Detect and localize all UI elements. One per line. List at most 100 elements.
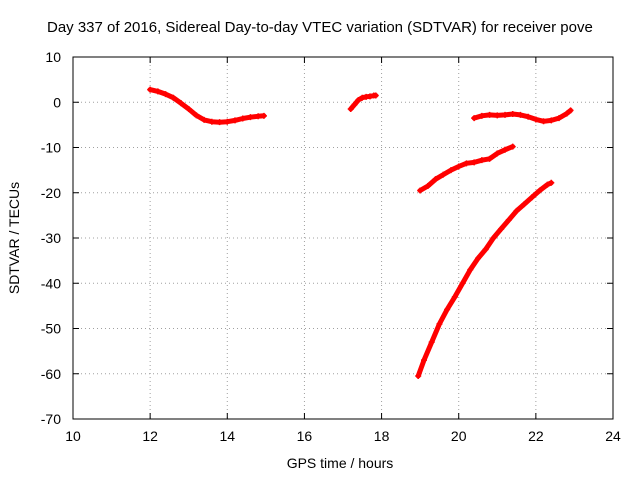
data-point (247, 114, 254, 121)
series-arc-3 (471, 107, 574, 125)
data-point (548, 179, 555, 186)
data-points (147, 86, 574, 380)
data-point (494, 150, 501, 157)
x-tick-label: 18 (374, 428, 390, 444)
data-point (448, 167, 454, 174)
data-point (359, 94, 366, 101)
x-tick-label: 14 (219, 428, 235, 444)
y-tick-label: -40 (41, 275, 61, 291)
data-point (170, 94, 177, 101)
data-point (478, 112, 485, 119)
data-point (347, 106, 354, 113)
data-point (505, 216, 512, 223)
data-point (498, 225, 505, 232)
data-point (494, 112, 501, 119)
data-point (216, 119, 223, 126)
y-tick-label: 10 (45, 49, 61, 65)
y-tick-label: 0 (53, 94, 61, 110)
data-point (451, 293, 458, 300)
data-point (525, 113, 532, 120)
data-point (521, 201, 528, 208)
data-point (502, 146, 508, 153)
data-point (544, 181, 551, 188)
data-point (428, 339, 435, 346)
data-point (486, 155, 493, 162)
x-tick-label: 24 (605, 428, 621, 444)
series-arc-4 (417, 143, 516, 194)
x-tick-label: 12 (142, 428, 158, 444)
series-line (415, 180, 554, 379)
series-arc-2 (347, 92, 379, 113)
data-point (540, 118, 547, 125)
series-line (147, 87, 267, 125)
data-point (490, 235, 497, 241)
data-point (421, 357, 427, 364)
y-tick-label: -70 (41, 411, 61, 427)
data-point (440, 171, 447, 178)
data-point (417, 187, 424, 194)
y-axis-label: SDTVAR / TECUs (6, 181, 22, 295)
data-point (502, 111, 508, 118)
data-point (517, 111, 524, 118)
data-point (459, 280, 466, 287)
data-point (548, 117, 555, 124)
data-point (239, 115, 246, 122)
data-point (185, 106, 192, 113)
data-point (224, 118, 231, 125)
data-point (415, 373, 422, 380)
data-point (532, 116, 539, 123)
data-point (563, 110, 570, 117)
data-point (208, 118, 215, 125)
data-point (471, 159, 478, 166)
ticks: 10 12 14 16 18 20 22 24 10 0 -10 -20 -30 -40 -50 -60 -70 (41, 49, 621, 444)
data-point (260, 112, 267, 119)
data-point (255, 113, 262, 120)
data-point (475, 255, 481, 262)
y-tick-label: -50 (41, 321, 61, 337)
chart-title: Day 337 of 2016, Sidereal Day-to-day VTE… (47, 19, 593, 36)
data-point (509, 111, 516, 118)
data-point (463, 160, 470, 167)
data-point (162, 91, 169, 98)
data-point (424, 182, 431, 189)
y-tick-label: -60 (41, 366, 61, 382)
data-point (193, 112, 200, 119)
data-point (513, 207, 520, 214)
x-tick-label: 10 (65, 428, 81, 444)
y-tick-label: -30 (41, 230, 61, 246)
data-point (471, 115, 478, 122)
x-axis-label: GPS time / hours (286, 455, 394, 471)
x-tick-label: 22 (528, 428, 544, 444)
data-point (355, 96, 362, 103)
grid (73, 57, 613, 419)
x-tick-label: 16 (297, 428, 313, 444)
x-tick-label: 20 (451, 428, 467, 444)
series-arc-5 (415, 179, 555, 380)
data-point (351, 101, 358, 108)
data-point (567, 107, 574, 114)
data-point (486, 111, 493, 118)
data-point (154, 88, 161, 95)
data-point (201, 116, 208, 123)
y-tick-label: -20 (41, 185, 61, 201)
data-point (147, 86, 154, 93)
series-arc-1 (147, 86, 267, 126)
data-point (232, 117, 238, 124)
data-point (536, 187, 543, 194)
data-point (478, 157, 485, 164)
data-point (509, 143, 516, 150)
series-line (471, 107, 574, 124)
data-point (556, 115, 562, 122)
data-point (436, 320, 443, 327)
data-point (432, 176, 439, 183)
data-point (372, 92, 379, 99)
data-point (482, 246, 489, 253)
data-point (367, 93, 373, 100)
data-point (444, 306, 451, 313)
y-tick-label: -10 (41, 140, 61, 156)
data-point (178, 100, 184, 107)
data-point (455, 163, 462, 170)
data-point (529, 194, 535, 201)
data-point (467, 266, 474, 273)
